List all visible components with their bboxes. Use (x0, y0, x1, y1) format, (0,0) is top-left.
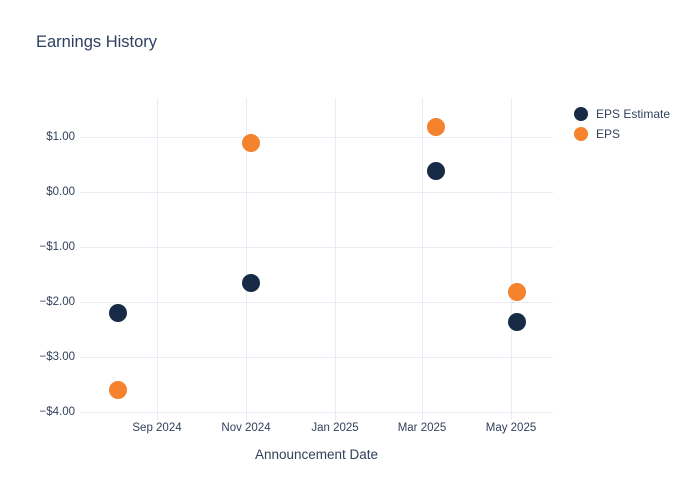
eps-estimate-swatch-icon (574, 107, 588, 121)
x-gridline (511, 98, 512, 420)
y-tick-label: −$4.00 (39, 406, 76, 418)
eps-point[interactable] (427, 118, 446, 137)
x-gridline (335, 98, 336, 420)
y-gridline (80, 302, 553, 303)
legend: EPS Estimate EPS (574, 104, 670, 144)
chart-title: Earnings History (36, 33, 158, 51)
x-gridline (157, 98, 158, 420)
y-gridline (80, 192, 553, 193)
y-tick-label: $1.00 (46, 131, 75, 143)
eps-point[interactable] (507, 282, 526, 301)
x-axis-title: Announcement Date (254, 447, 379, 462)
x-tick-label: Mar 2025 (397, 422, 447, 434)
x-gridline (246, 98, 247, 420)
legend-label-eps-estimate: EPS Estimate (596, 107, 671, 121)
eps-estimate-point[interactable] (241, 273, 260, 292)
eps-swatch-icon (574, 127, 588, 141)
y-tick-label: −$1.00 (39, 241, 76, 253)
y-gridline (80, 247, 553, 248)
eps-estimate-point[interactable] (507, 313, 526, 332)
x-gridline (422, 98, 423, 420)
x-tick-label: May 2025 (485, 422, 537, 434)
y-gridline (80, 137, 553, 138)
y-gridline (80, 357, 553, 358)
y-tick-label: −$3.00 (39, 351, 76, 363)
eps-estimate-point[interactable] (427, 161, 446, 180)
x-tick-label: Sep 2024 (132, 422, 182, 434)
eps-point[interactable] (241, 133, 260, 152)
legend-item-eps[interactable]: EPS (574, 124, 670, 144)
eps-estimate-point[interactable] (108, 304, 127, 323)
x-tick-label: Jan 2025 (311, 422, 359, 434)
y-tick-label: −$2.00 (39, 296, 76, 308)
y-tick-label: $0.00 (46, 186, 75, 198)
legend-item-eps-estimate[interactable]: EPS Estimate (574, 104, 670, 124)
legend-label-eps: EPS (596, 127, 621, 141)
x-tick-label: Nov 2024 (221, 422, 271, 434)
y-gridline (80, 412, 553, 413)
eps-point[interactable] (108, 381, 127, 400)
